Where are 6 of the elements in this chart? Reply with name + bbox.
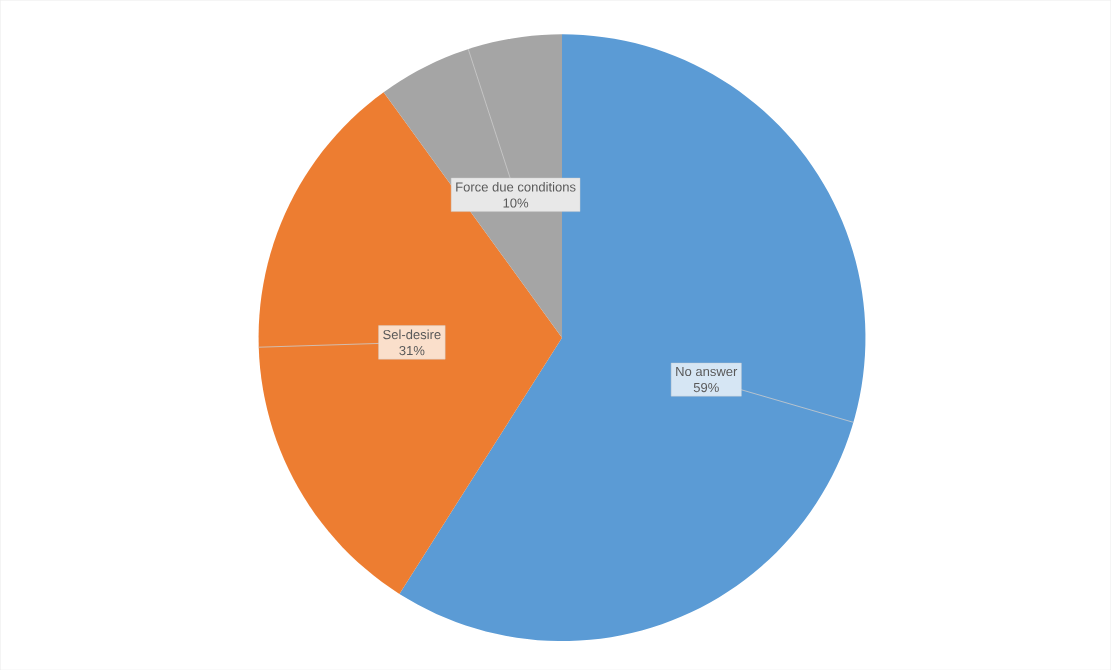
data-label: 59%	[693, 382, 719, 392]
data-label: 10%	[503, 198, 529, 208]
data-label: 31%	[399, 345, 425, 356]
slice-label: No answer	[676, 366, 738, 376]
slice-label: Sel-desire	[383, 329, 441, 339]
slice-label: Force due conditions	[456, 181, 576, 192]
